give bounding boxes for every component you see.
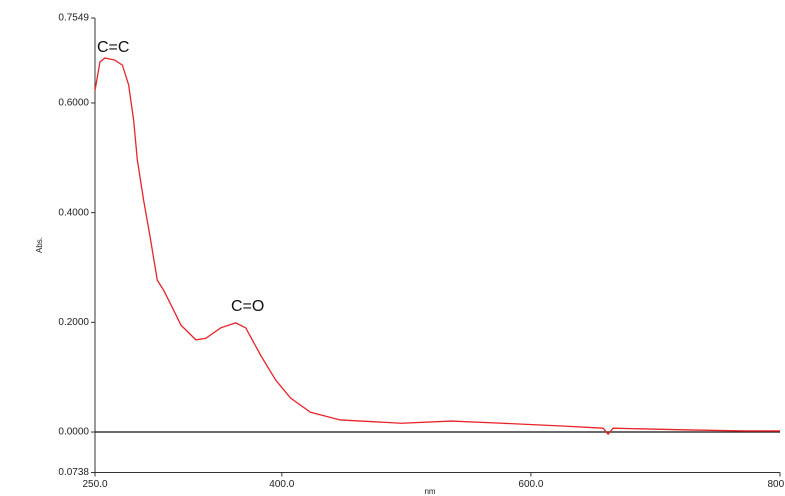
y-tick-label: 0.6000 <box>58 98 89 109</box>
x-tick-label: 800.0 <box>767 479 785 490</box>
annotation: C=O <box>231 298 264 315</box>
x-tick-label: 400.0 <box>269 479 294 490</box>
annotation: C=C <box>97 39 129 56</box>
x-axis-label: nm <box>424 487 435 496</box>
spectrum-line <box>94 57 780 436</box>
x-tick-label: 600.0 <box>518 479 543 490</box>
y-tick-label: 0.7549 <box>58 13 89 24</box>
y-tick-label: 0.0738 <box>58 467 89 478</box>
y-axis-label: Abs. <box>35 237 44 253</box>
x-tick-label: 250.0 <box>82 479 107 490</box>
y-tick-label: 0.0000 <box>58 427 89 438</box>
y-tick-label: 0.4000 <box>58 207 89 218</box>
y-tick-label: 0.2000 <box>58 317 89 328</box>
